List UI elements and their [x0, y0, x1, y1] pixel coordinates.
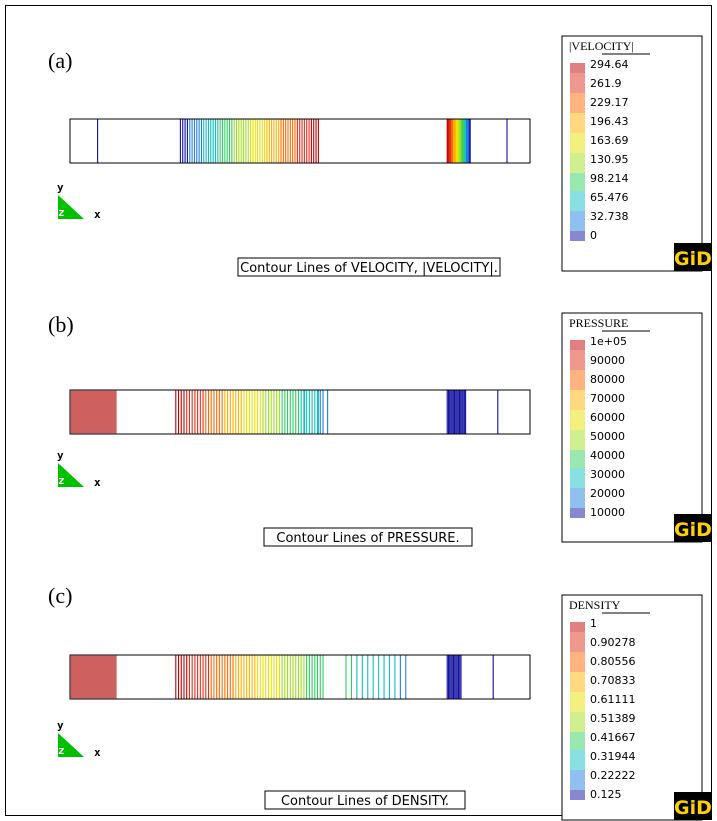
domain-outline: [69, 389, 531, 435]
legend: |VELOCITY| 294.64 261.9 229.17 196.43 163.69 1…: [561, 35, 703, 272]
legend-colorbar: [570, 340, 585, 518]
legend-value: 20000: [590, 487, 625, 500]
legend-value: 10000: [590, 506, 625, 519]
axis-z-label: z: [58, 474, 65, 487]
gid-logo-text: GiD: [674, 519, 712, 541]
axis-triangle-icon: [58, 463, 84, 487]
axis-triangle-icon: [58, 733, 84, 757]
legend-value: 294.64: [590, 58, 629, 71]
domain-bar: [69, 389, 531, 435]
axis-z-label: z: [58, 744, 65, 757]
legend-frame: [561, 594, 703, 821]
axis-y-label: y: [57, 449, 64, 462]
domain-outline: [69, 118, 531, 164]
caption-box: Contour Lines of VELOCITY, |VELOCITY|.: [237, 257, 501, 277]
legend-value: 261.9: [590, 77, 622, 90]
panel-label: (b): [48, 312, 74, 337]
caption-text: Contour Lines of DENSITY.: [281, 794, 449, 809]
axis-triangle-icon: [58, 195, 84, 219]
gid-logo-text: GiD: [674, 797, 712, 819]
caption-frame: [237, 257, 501, 277]
legend-value: 98.214: [590, 172, 629, 185]
domain-bar: [69, 654, 531, 700]
legend-value: 0.51389: [590, 712, 636, 725]
axis-triad: yz x: [57, 181, 101, 221]
legend-value: 0.22222: [590, 769, 636, 782]
legend-value: 0: [590, 229, 597, 242]
caption-frame: [263, 527, 473, 547]
legend-title: PRESSURE: [569, 316, 628, 330]
gid-logo-bg: [674, 792, 712, 820]
axis-x-label: x: [94, 476, 101, 489]
caption-frame: [264, 790, 466, 810]
axis-x-label: x: [94, 746, 101, 759]
legend-value: 40000: [590, 449, 625, 462]
axis-z-label: z: [58, 206, 65, 219]
legend-value: 0.70833: [590, 674, 636, 687]
panel-label: (c): [48, 583, 72, 608]
axis-triad: yz x: [57, 719, 101, 759]
gid-logo: GiD: [674, 514, 712, 542]
hatched-region: [69, 389, 117, 435]
gid-logo: GiD: [674, 243, 712, 271]
panel-label: (a): [48, 48, 72, 73]
legend: PRESSURE 1e+05 90000 80000 70000 60000 50000 40…: [561, 312, 703, 543]
panel-a: (a) yz x Contour Lines of VELOCITY, |VELOCI…: [48, 35, 712, 277]
domain-bar: [69, 118, 531, 164]
legend-value: 130.95: [590, 153, 629, 166]
legend-value: 1e+05: [590, 335, 627, 348]
caption-text: Contour Lines of VELOCITY, |VELOCITY|.: [240, 261, 498, 276]
legend-frame: [561, 312, 703, 543]
legend-value: 196.43: [590, 115, 629, 128]
legend-value: 0.41667: [590, 731, 636, 744]
panel-c: (c) yz x Contour Lines of DENSITY. DENSITY 1 0…: [48, 583, 712, 821]
legend-value: 163.69: [590, 134, 629, 147]
panel-b: (b) yz x Contour Lines of PRESSURE. PRESSURE…: [48, 312, 712, 547]
legend-value: 90000: [590, 354, 625, 367]
legend-value: 0.90278: [590, 636, 636, 649]
axis-x-label: x: [94, 208, 101, 221]
caption-box: Contour Lines of PRESSURE.: [263, 527, 473, 547]
legend-value: 60000: [590, 411, 625, 424]
gid-logo-bg: [674, 243, 712, 271]
caption-box: Contour Lines of DENSITY.: [264, 790, 466, 810]
figure-frame: [5, 5, 712, 816]
axis-triad: yz x: [57, 449, 101, 489]
legend-title: DENSITY: [569, 598, 621, 612]
gid-logo-text: GiD: [674, 248, 712, 270]
legend-value: 30000: [590, 468, 625, 481]
legend: DENSITY 1 0.90278 0.80556 0.70833 0.61111 0.51…: [561, 594, 703, 821]
legend-value: 1: [590, 617, 597, 630]
legend-value: 0.31944: [590, 750, 636, 763]
domain-outline: [69, 654, 531, 700]
legend-value: 0.80556: [590, 655, 636, 668]
legend-title: |VELOCITY|: [569, 39, 634, 53]
legend-value: 0.61111: [590, 693, 636, 706]
legend-colorbar: [570, 622, 585, 800]
legend-value: 70000: [590, 392, 625, 405]
legend-value: 0.125: [590, 788, 622, 801]
legend-value: 65.476: [590, 191, 629, 204]
hatched-region: [69, 654, 117, 700]
axis-y-label: y: [57, 181, 64, 194]
caption-text: Contour Lines of PRESSURE.: [276, 531, 459, 546]
legend-colorbar: [570, 63, 585, 241]
gid-logo-bg: [674, 514, 712, 542]
legend-value: 50000: [590, 430, 625, 443]
axis-y-label: y: [57, 719, 64, 732]
legend-value: 229.17: [590, 96, 629, 109]
gid-logo: GiD: [674, 792, 712, 820]
legend-value: 32.738: [590, 210, 629, 223]
legend-frame: [561, 35, 703, 272]
legend-value: 80000: [590, 373, 625, 386]
